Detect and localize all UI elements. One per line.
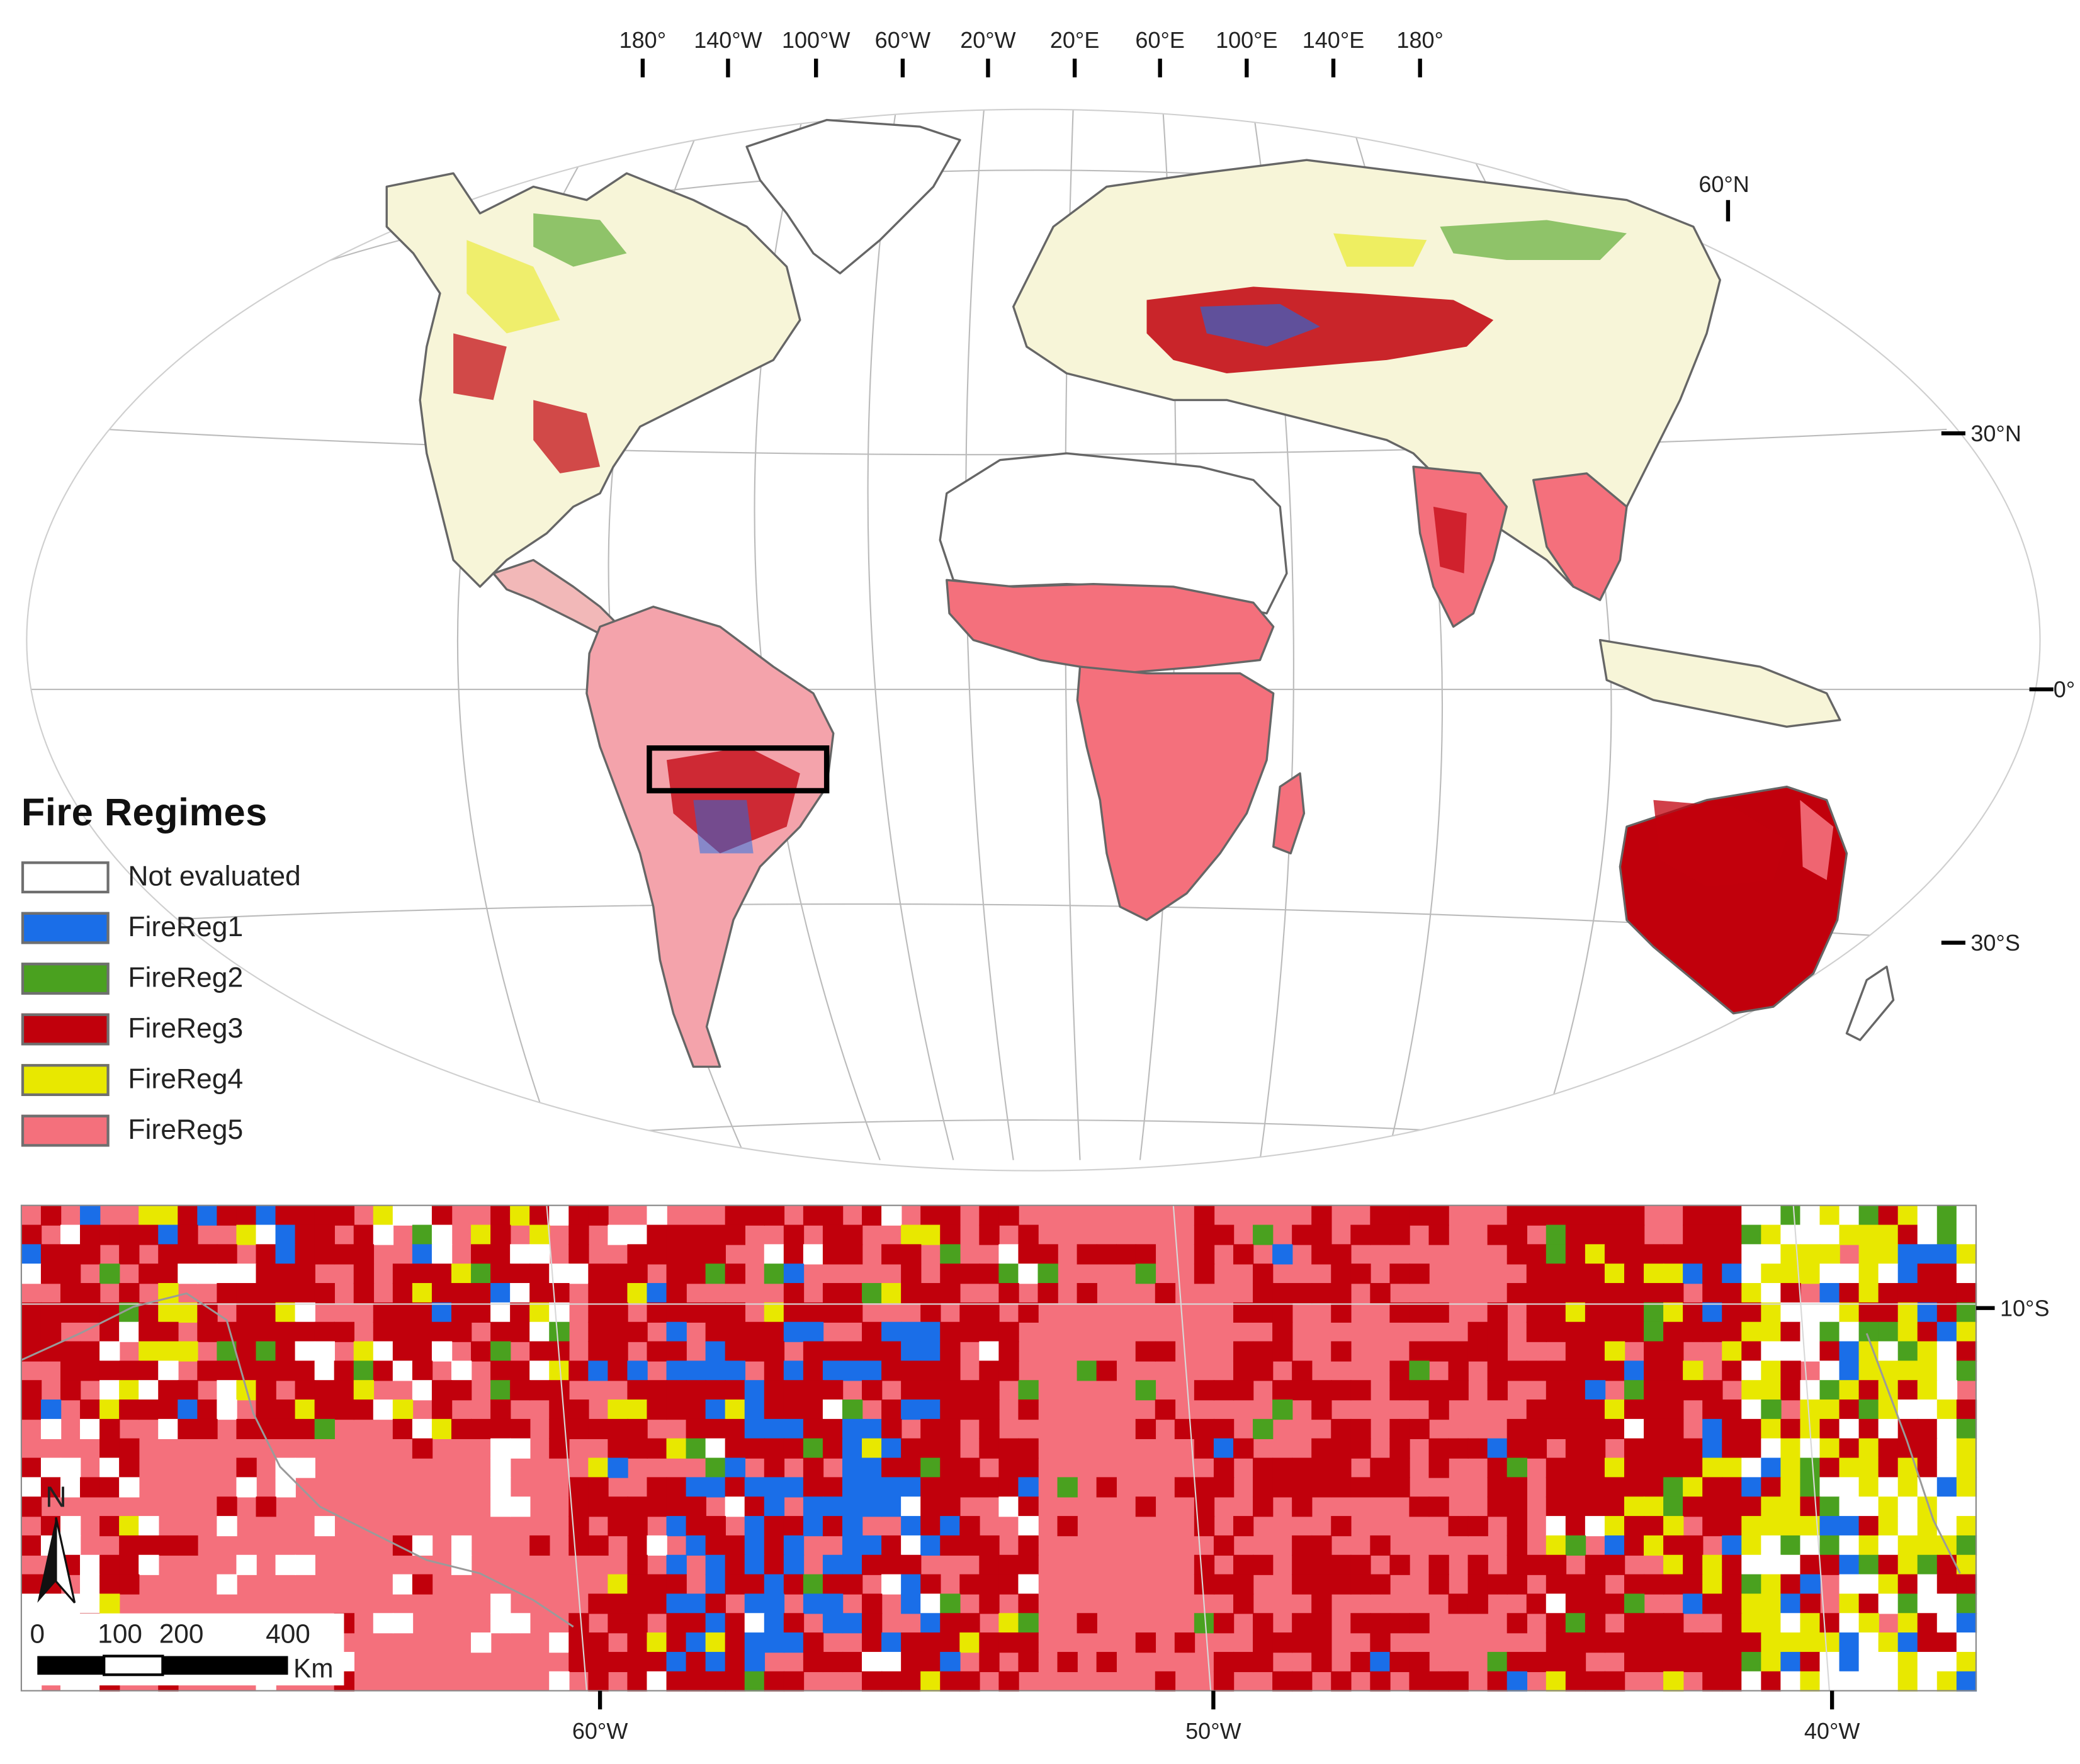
latitude-label: 60°N [1698, 171, 1749, 197]
indonesia [1598, 638, 1841, 728]
legend-swatch [21, 963, 110, 995]
world-map: 180° 140°W 100°W 60°W 20°W 20°E 60°E 100°E 140°E… [26, 27, 2075, 1172]
legend-item: FireReg4 [21, 1054, 368, 1105]
longitude-label: 60°W [875, 27, 930, 53]
longitude-label: 100°W [782, 27, 850, 53]
greenland [745, 118, 961, 274]
inset-fire-grid [21, 1205, 1977, 1692]
inset-map: N 0 100 200 400 Km 60°W 50°W 40°W 10°S [20, 1204, 2049, 1744]
fire-regimes-legend: Fire Regimes Not evaluated FireReg1 FireRe… [21, 792, 368, 1156]
new-zealand [1845, 965, 1895, 1041]
longitude-label: 140°W [694, 27, 762, 53]
legend-swatch [21, 912, 110, 944]
legend-item: FireReg3 [21, 1004, 368, 1054]
sahel [946, 579, 1275, 675]
madagascar [1272, 772, 1306, 855]
right-latitude-axis: 60°N 30°N 0° 30°S [1698, 171, 2075, 956]
inset-longitude-label: 40°W [1804, 1718, 1860, 1744]
legend-item: FireReg5 [21, 1105, 368, 1156]
inset-latitude-axis: 10°S [1975, 1295, 2049, 1321]
legend-label: FireReg2 [128, 963, 244, 993]
legend-label: FireReg4 [128, 1064, 244, 1095]
state-borders [21, 1292, 1961, 1628]
fire-regime-patches [453, 213, 1834, 887]
latitude-label: 30°N [1970, 421, 2021, 446]
scale-bar-tick: 0 [30, 1619, 45, 1648]
scale-bar-ticks: 0 100 200 400 [30, 1619, 310, 1648]
legend-item: FireReg1 [21, 903, 368, 953]
north-arrow-label: N [45, 1480, 67, 1513]
globe-outline [26, 108, 2041, 1172]
inset-longitude-label: 50°W [1185, 1718, 1241, 1744]
legend-swatch [21, 1114, 110, 1147]
longitude-label: 20°E [1050, 27, 1099, 53]
longitude-label: 60°E [1135, 27, 1184, 53]
longitude-label: 20°W [960, 27, 1015, 53]
legend-label: FireReg3 [128, 1013, 244, 1044]
latitude-label: 30°S [1970, 930, 2020, 956]
legend-swatch [21, 1013, 110, 1046]
southeast-asia [1532, 472, 1628, 601]
southern-africa [1076, 665, 1275, 922]
legend-label: FireReg1 [128, 912, 244, 943]
legend-title: Fire Regimes [21, 792, 268, 835]
scale-bar-tick: 400 [266, 1619, 310, 1648]
scale-bar-unit: Km [293, 1653, 334, 1683]
legend-item: FireReg2 [21, 953, 368, 1004]
inset-graticule [21, 1205, 1976, 1691]
latitude-label: 0° [2054, 677, 2075, 703]
inset-longitude-label: 60°W [572, 1718, 628, 1744]
inset-longitude-axis: 60°W 50°W 40°W [572, 1690, 1860, 1744]
top-longitude-axis: 180° 140°W 100°W 60°W 20°W 20°E 60°E 100°E 140°E… [619, 27, 1444, 77]
legend-label: FireReg5 [128, 1114, 244, 1146]
north-arrow: N [37, 1480, 76, 1603]
inset-frame [20, 1204, 1977, 1692]
legend-items: Not evaluated FireReg1 FireReg2 FireReg3 Fir… [21, 852, 368, 1156]
scale-bar: 0 100 200 400 Km [24, 1613, 344, 1686]
legend-swatch [21, 1064, 110, 1096]
inset-latitude-label: 10°S [2000, 1295, 2049, 1321]
longitude-label: 100°E [1216, 27, 1277, 53]
longitude-label: 180° [1396, 27, 1443, 53]
legend-label: Not evaluated [128, 861, 301, 892]
longitude-label: 140°E [1303, 27, 1364, 53]
longitude-label: 180° [619, 27, 666, 53]
study-area-box [647, 745, 830, 794]
scale-bar-tick: 200 [159, 1619, 204, 1648]
legend-item: Not evaluated [21, 852, 368, 902]
legend-swatch [21, 861, 110, 894]
scale-bar-tick: 100 [98, 1619, 142, 1648]
continents [385, 118, 1895, 1068]
